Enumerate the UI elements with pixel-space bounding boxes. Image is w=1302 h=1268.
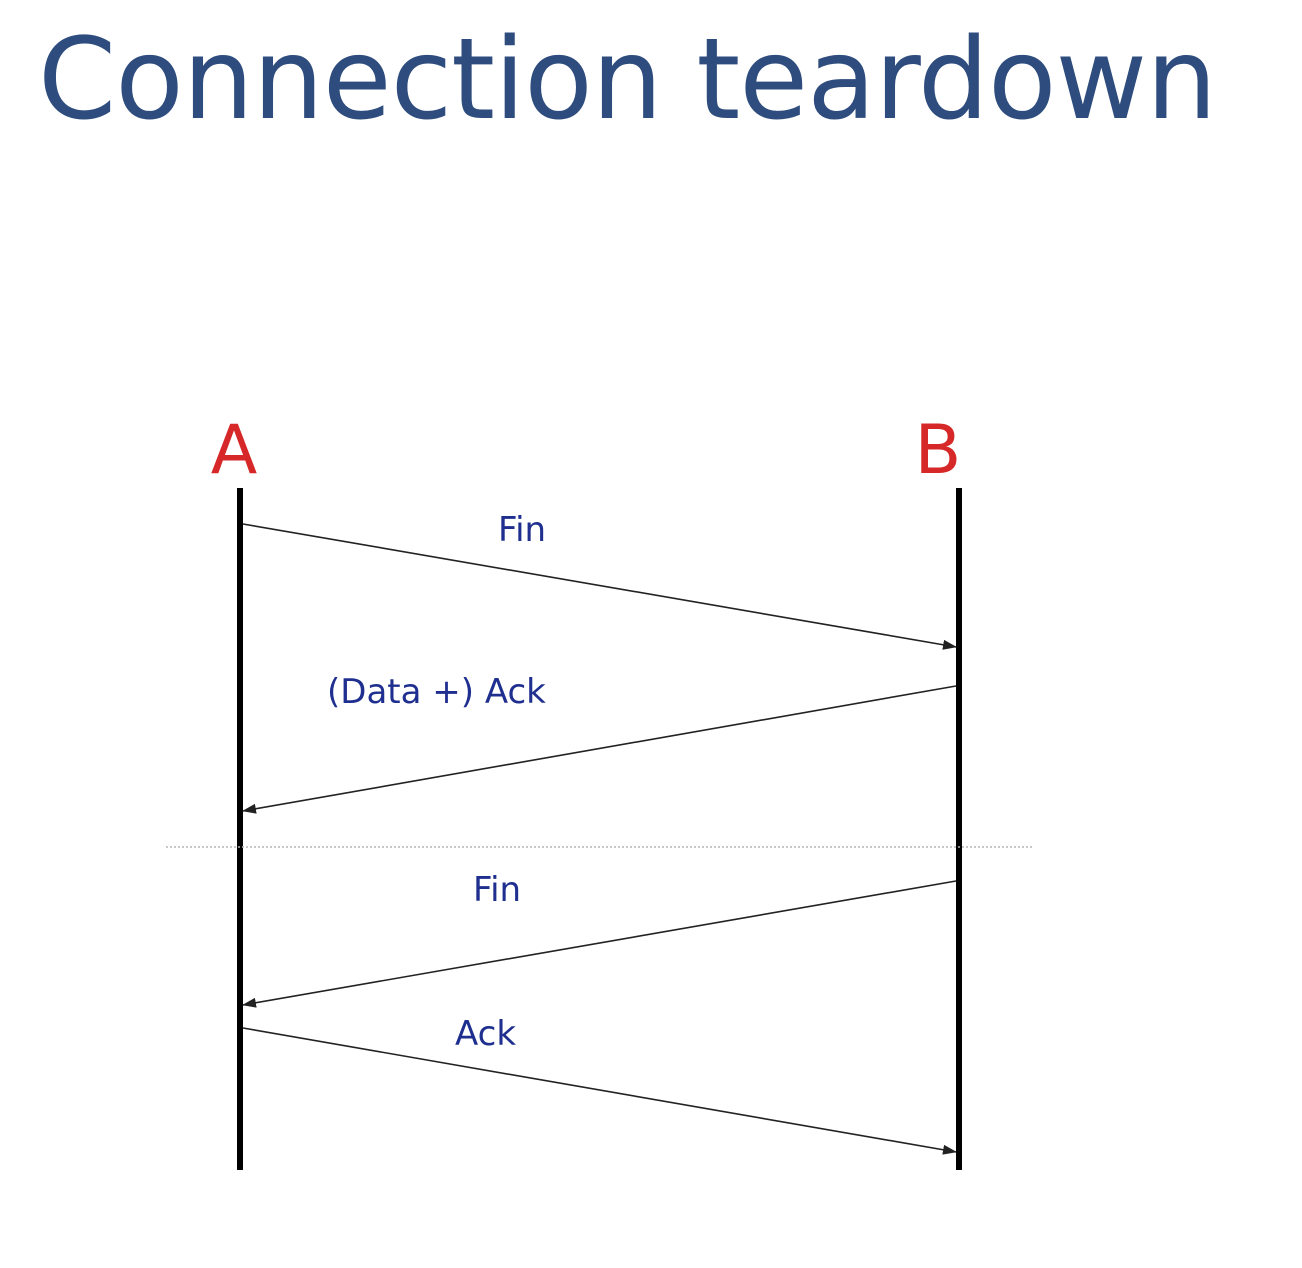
- message-label-data-ack: (Data +) Ack: [327, 672, 546, 712]
- message-arrow-fin-b-to-a: [242, 880, 957, 1008]
- host-label-a: A: [211, 411, 258, 490]
- message-label-fin-1: Fin: [498, 510, 546, 550]
- message-arrow-fin-a-to-b: [242, 523, 957, 650]
- message-arrow-data-ack-b-to-a: [242, 685, 957, 814]
- message-label-fin-2: Fin: [473, 870, 521, 910]
- slide-title: Connection teardown: [38, 15, 1217, 145]
- host-label-b: B: [915, 411, 962, 490]
- message-label-ack: Ack: [455, 1014, 516, 1054]
- message-arrow-ack-a-to-b: [242, 1027, 957, 1155]
